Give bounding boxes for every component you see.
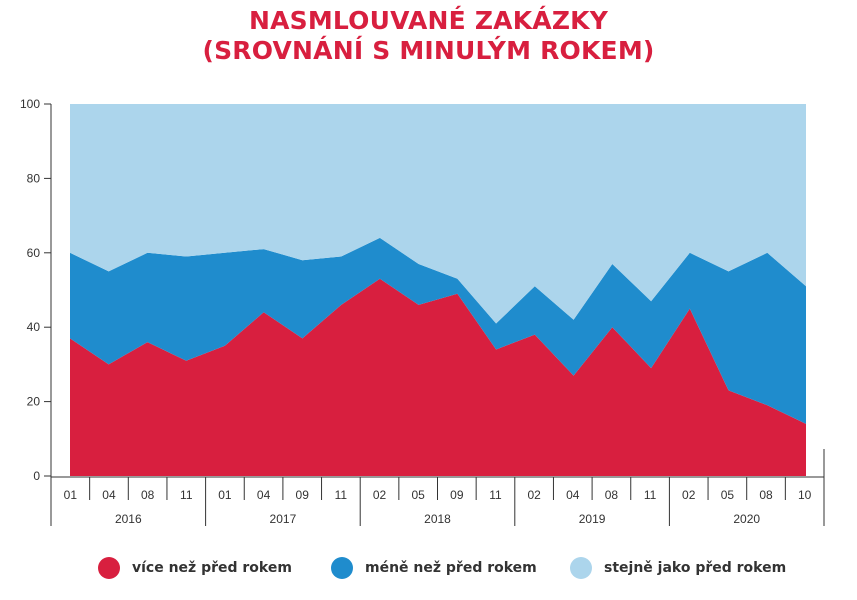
chart-title-line-1: NASMLOUVANÉ ZAKÁZKY	[248, 6, 609, 35]
y-tick-label: 0	[33, 469, 40, 483]
y-tick-label: 60	[27, 246, 41, 260]
x-tick-label: 09	[450, 488, 464, 502]
x-tick-label: 08	[605, 488, 619, 502]
x-tick-label: 11	[489, 488, 502, 502]
x-tick-label: 02	[682, 488, 696, 502]
legend-label-less: méně než před rokem	[365, 560, 537, 576]
year-label: 2020	[733, 512, 760, 526]
legend-label-more: více než před rokem	[132, 560, 292, 576]
x-tick-label: 04	[566, 488, 580, 502]
legend-swatch-more	[98, 557, 120, 579]
legend-item-less: méně než před rokem	[331, 557, 537, 579]
x-tick-label: 08	[759, 488, 773, 502]
x-tick-label: 10	[798, 488, 812, 502]
year-label: 2019	[579, 512, 606, 526]
x-tick-label: 11	[180, 488, 193, 502]
year-label: 2016	[115, 512, 142, 526]
x-tick-label: 02	[527, 488, 541, 502]
area-series-same	[70, 104, 806, 324]
year-label: 2017	[270, 512, 297, 526]
x-tick-label: 05	[721, 488, 735, 502]
y-tick-label: 20	[27, 395, 41, 409]
chart-title: NASMLOUVANÉ ZAKÁZKY (SROVNÁNÍ S MINULÝM …	[0, 6, 857, 66]
x-tick-label: 04	[257, 488, 271, 502]
legend-swatch-same	[570, 557, 592, 579]
y-tick-label: 80	[27, 171, 41, 185]
legend-item-same: stejně jako před rokem	[570, 557, 786, 579]
chart-title-line-2: (SROVNÁNÍ S MINULÝM ROKEM)	[202, 36, 655, 65]
x-tick-label: 02	[373, 488, 387, 502]
legend-label-same: stejně jako před rokem	[604, 560, 787, 576]
legend-item-more: více než před rokem	[98, 557, 292, 579]
x-tick-label: 08	[141, 488, 155, 502]
year-label: 2018	[424, 512, 451, 526]
area-series-less	[70, 237, 806, 424]
x-tick-label: 01	[218, 488, 232, 502]
legend: více než před rokem méně než před rokem …	[0, 557, 857, 587]
y-tick-label: 100	[20, 97, 40, 111]
x-tick-label: 11	[644, 488, 657, 502]
x-tick-label: 05	[411, 488, 425, 502]
y-tick-label: 40	[27, 320, 41, 334]
area-series-more	[70, 278, 806, 476]
x-tick-label: 11	[335, 488, 348, 502]
x-tick-label: 04	[102, 488, 116, 502]
legend-swatch-less	[331, 557, 353, 579]
x-tick-label: 09	[296, 488, 310, 502]
x-tick-label: 01	[64, 488, 78, 502]
